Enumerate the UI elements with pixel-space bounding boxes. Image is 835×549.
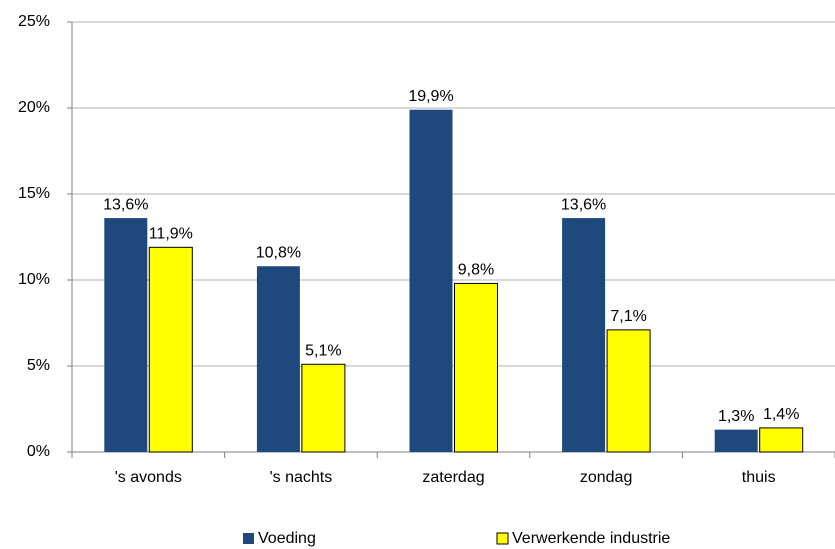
bar: [759, 427, 804, 453]
legend-swatch: [243, 533, 254, 544]
bar: [714, 429, 758, 452]
bar: [104, 218, 148, 452]
y-tick-label: 10%: [18, 271, 50, 288]
data-label: 1,4%: [763, 406, 799, 423]
y-tick-label: 25%: [18, 13, 50, 30]
x-tick-label: 's avonds: [115, 469, 182, 486]
data-label: 13,6%: [561, 196, 606, 213]
bar: [454, 282, 498, 453]
data-label: 7,1%: [610, 308, 646, 325]
bar: [256, 266, 300, 452]
bar: [606, 329, 651, 453]
bar: [301, 363, 346, 453]
bar: [562, 218, 606, 452]
legend-label: Voeding: [258, 530, 316, 547]
data-label: 11,9%: [149, 226, 193, 243]
data-label: 13,6%: [103, 196, 148, 213]
y-tick-label: 0%: [27, 443, 50, 460]
x-tick-label: zaterdag: [422, 469, 484, 486]
data-label: 9,8%: [458, 262, 494, 279]
data-label: 1,3%: [718, 408, 754, 425]
legend-swatch: [496, 532, 509, 545]
data-label: 5,1%: [305, 342, 341, 359]
data-label: 10,8%: [256, 244, 301, 261]
y-tick-label: 5%: [27, 357, 50, 374]
y-tick-label: 15%: [18, 185, 50, 202]
y-tick-label: 20%: [18, 99, 50, 116]
data-label: 19,9%: [408, 88, 453, 105]
x-tick-label: 's nachts: [270, 469, 333, 486]
x-tick-label: thuis: [742, 469, 776, 486]
legend-label: Verwerkende industrie: [512, 530, 670, 547]
bar: [409, 109, 453, 452]
bar: [148, 246, 193, 453]
x-tick-label: zondag: [580, 469, 633, 486]
